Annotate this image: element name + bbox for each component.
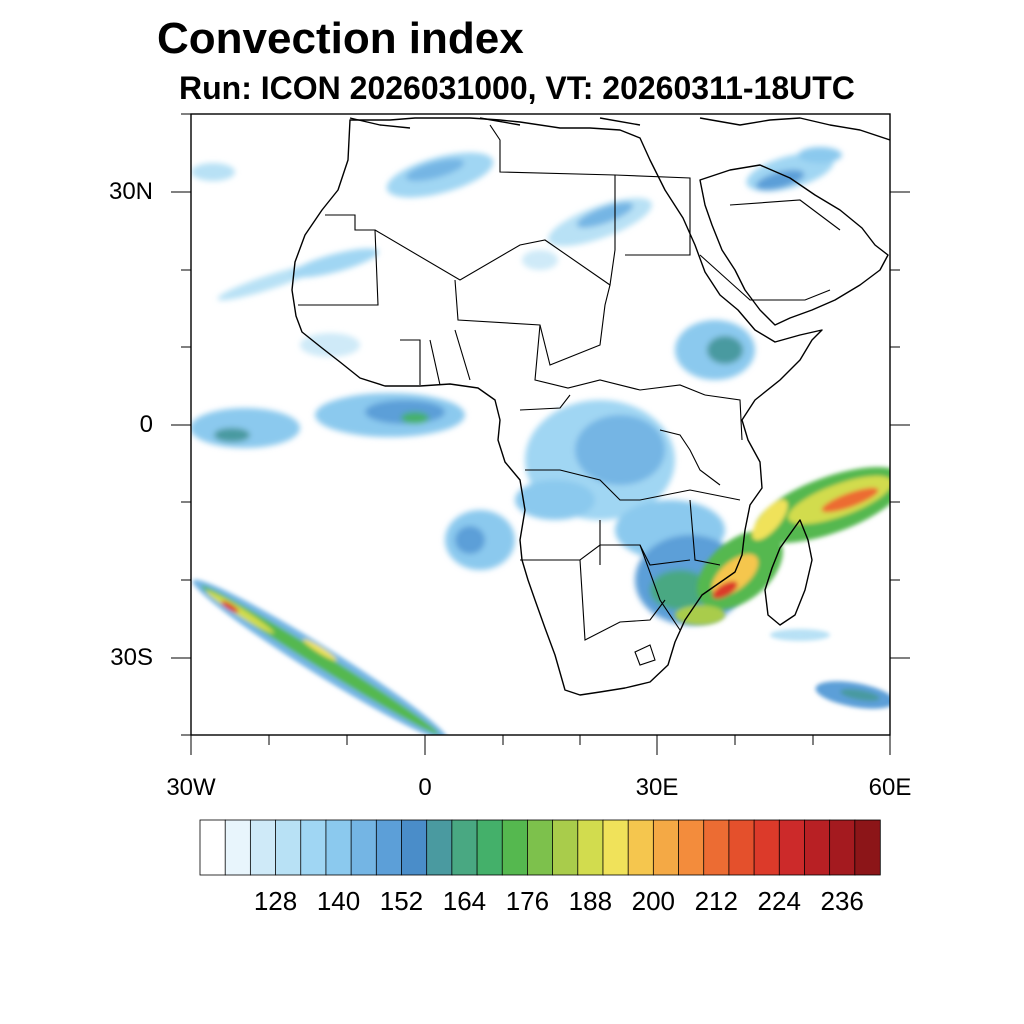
colorbar-swatch <box>854 819 881 876</box>
map-subtitle: Run: ICON 2026031000, VT: 20260311-18UTC <box>179 70 855 106</box>
colorbar-swatch <box>678 819 705 876</box>
convection-field <box>191 147 890 735</box>
lon-label-30e: 30E <box>635 774 679 801</box>
colorbar-swatch <box>804 819 831 876</box>
colorbar-label: 224 <box>757 886 801 916</box>
colorbar-swatch <box>401 819 428 876</box>
colorbar-swatch <box>602 819 629 876</box>
colorbar-swatch <box>325 819 352 876</box>
colorbar-swatch <box>199 819 226 876</box>
colorbar-swatch <box>778 819 806 876</box>
colorbar-label: 200 <box>631 886 676 916</box>
colorbar-swatch <box>375 819 403 876</box>
colorbar-swatch <box>501 819 529 876</box>
colorbar-swatch <box>577 819 604 876</box>
colorbar <box>199 819 881 876</box>
colorbar-label: 176 <box>505 886 550 916</box>
colorbar-swatch <box>703 819 730 876</box>
colorbar-swatch <box>350 819 377 876</box>
lat-label-30s: 30S <box>110 644 153 671</box>
colorbar-swatch <box>224 819 252 876</box>
colorbar-label: 212 <box>694 886 738 916</box>
plot-frame <box>171 113 910 755</box>
lon-label-30w: 30W <box>166 774 216 801</box>
colorbar-label: 236 <box>820 886 864 916</box>
colorbar-swatch <box>451 819 478 876</box>
colorbar-swatch <box>426 819 453 876</box>
lon-label-0: 0 <box>418 774 432 801</box>
lat-label-30n: 30N <box>108 178 153 205</box>
colorbar-swatch <box>627 819 655 876</box>
colorbar-swatch <box>249 819 277 876</box>
colorbar-swatch <box>753 819 780 876</box>
lon-label-60e: 60E <box>868 774 912 801</box>
colorbar-label: 128 <box>253 886 298 916</box>
colorbar-swatch <box>728 819 755 876</box>
colorbar-swatch <box>275 819 302 876</box>
colorbar-label: 140 <box>316 886 361 916</box>
colorbar-swatch <box>527 819 554 876</box>
colorbar-swatch <box>652 819 680 876</box>
colorbar-swatch <box>300 819 327 876</box>
lat-label-0: 0 <box>139 411 153 438</box>
map-title: Convection index <box>157 14 524 63</box>
colorbar-swatch <box>476 819 503 876</box>
coastlines <box>291 117 890 696</box>
colorbar-label: 188 <box>568 886 613 916</box>
colorbar-label: 164 <box>442 886 487 916</box>
colorbar-swatch <box>829 819 856 876</box>
colorbar-label: 152 <box>379 886 424 916</box>
borders <box>298 124 841 666</box>
colorbar-swatch <box>552 819 579 876</box>
